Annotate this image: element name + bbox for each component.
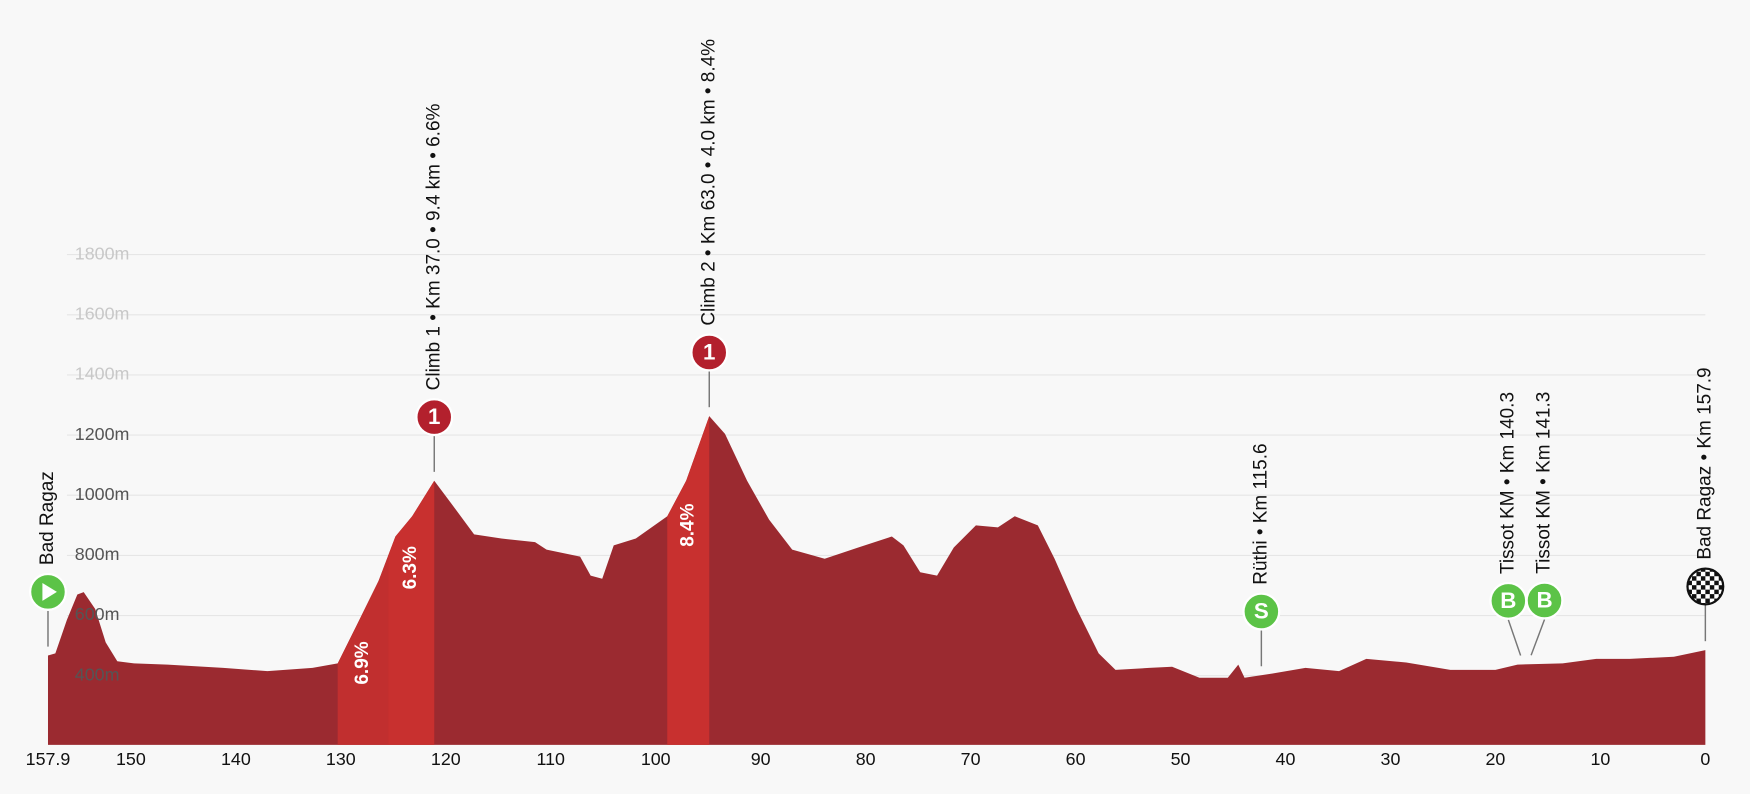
x-tick-label: 110: [537, 749, 566, 769]
marker-label: Tissot KM • Km 141.3: [1534, 392, 1555, 574]
marker-label: Rüthi • Km 115.6: [1250, 443, 1271, 584]
x-tick-label: 90: [751, 749, 771, 769]
x-tick-label: 40: [1276, 749, 1296, 769]
marker-label: Bad Ragaz • Km 157.9: [1694, 367, 1715, 559]
marker-badge: [1525, 581, 1564, 620]
badge-label: 1: [703, 339, 715, 364]
x-tick-label: 30: [1381, 749, 1401, 769]
y-tick-label: 600m: [75, 604, 120, 624]
x-tick-label: 80: [856, 749, 876, 769]
marker-badge: [415, 398, 454, 437]
badge-label: S: [1254, 599, 1269, 624]
x-tick-label: 0: [1700, 749, 1710, 769]
marker-label: Climb 1 • Km 37.0 • 9.4 km • 6.6%: [423, 103, 444, 390]
x-tick-label: 10: [1590, 749, 1610, 769]
badge-label: B: [1500, 588, 1516, 613]
y-tick-label: 1400m: [75, 364, 130, 384]
marker-badge: [1242, 592, 1281, 631]
x-tick-label: 60: [1066, 749, 1086, 769]
marker-line: [1530, 619, 1546, 656]
badge-label: 1: [428, 404, 440, 429]
badge-label: B: [1536, 588, 1552, 613]
marker-line: [1507, 619, 1522, 656]
gradient-label: 6.3%: [400, 546, 421, 589]
finish-icon: [1686, 567, 1725, 606]
y-tick-label: 1600m: [75, 303, 130, 323]
climb-segment: [667, 416, 710, 745]
elevation-area: [47, 416, 1706, 745]
y-tick-label: 800m: [75, 544, 120, 564]
x-tick-label: 70: [961, 749, 981, 769]
gradient-label: 8.4%: [677, 503, 698, 546]
x-tick-label: 140: [221, 749, 251, 769]
y-tick-label: 1000m: [75, 484, 130, 504]
y-tick-label: 1800m: [75, 243, 130, 263]
x-tick-label: 50: [1171, 749, 1191, 769]
climb-segment: [388, 480, 435, 745]
y-tick-label: 1200m: [75, 424, 130, 444]
x-tick-label: 157.9: [26, 749, 71, 769]
x-tick-label: 20: [1485, 749, 1505, 769]
x-tick-label: 130: [326, 749, 356, 769]
start-arrow: [42, 582, 57, 601]
climb-segment: [337, 555, 389, 745]
marker-label: Bad Ragaz: [37, 471, 58, 565]
x-tick-label: 100: [641, 749, 671, 769]
y-tick-label: 400m: [75, 664, 120, 684]
marker-label: Tissot KM • Km 140.3: [1497, 392, 1518, 574]
x-tick-label: 150: [116, 749, 146, 769]
marker-label: Climb 2 • Km 63.0 • 4.0 km • 8.4%: [698, 39, 719, 326]
gradient-label: 6.9%: [352, 641, 373, 684]
x-tick-label: 120: [431, 749, 461, 769]
marker-badge: [690, 333, 729, 372]
